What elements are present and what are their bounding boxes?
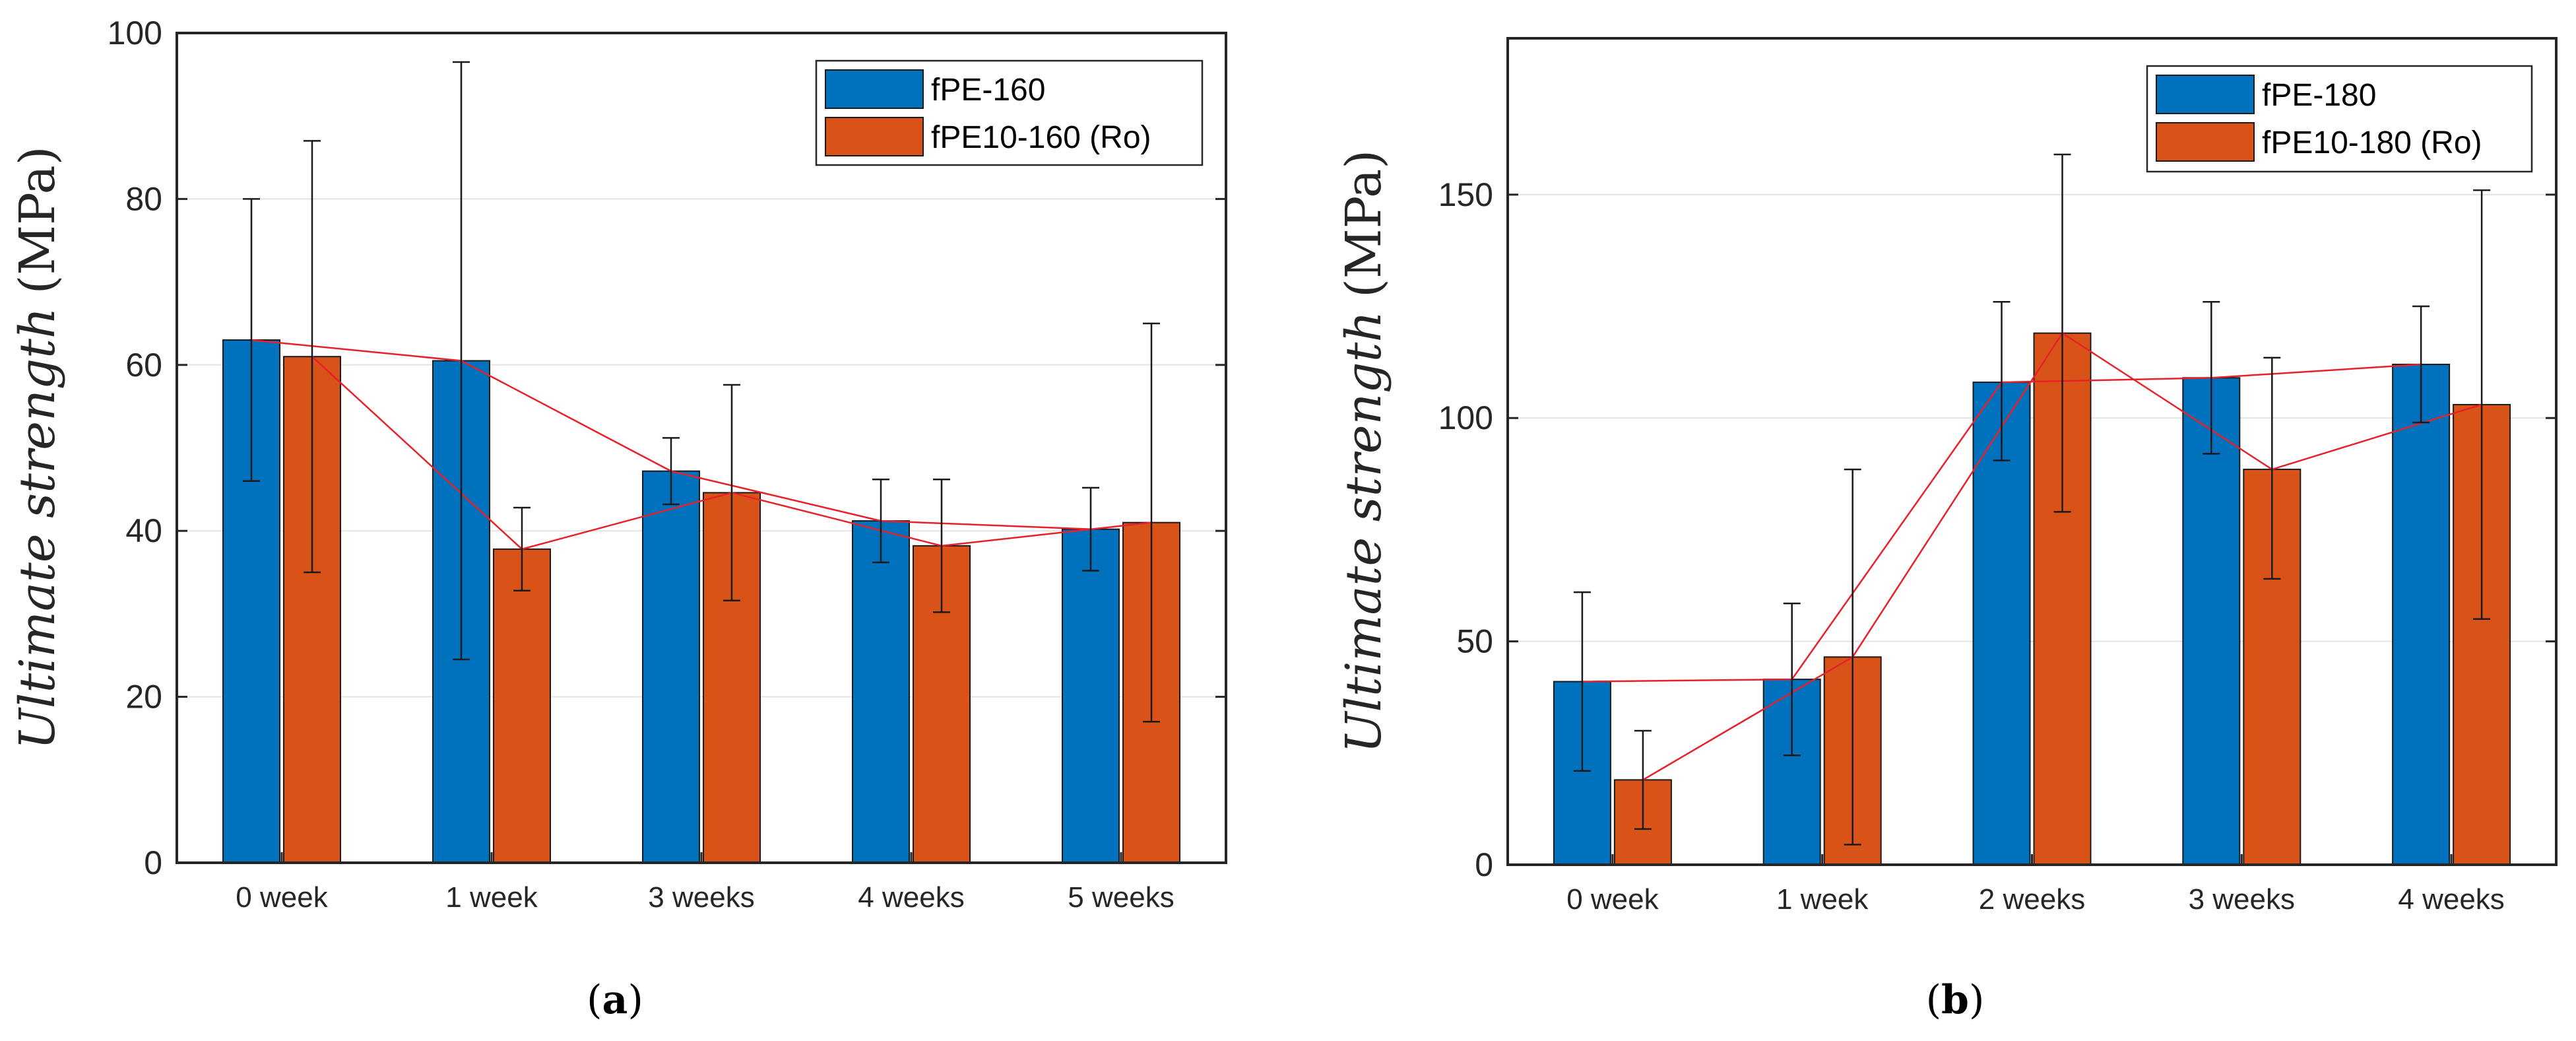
y-tick-label: 60 (125, 347, 162, 384)
x-tick-label: 4 weeks (858, 881, 964, 914)
legend-swatch (825, 117, 924, 156)
x-tick-label: 5 weeks (1068, 881, 1174, 914)
bar-series-1 (2392, 364, 2451, 865)
y-axis-label-name: Ultimate strength (1336, 311, 1392, 753)
x-tick-label: 0 week (236, 881, 328, 914)
y-tick-label: 100 (1438, 399, 1493, 436)
y-tick-label: 100 (108, 15, 162, 51)
x-tick-label: 1 week (1776, 883, 1869, 916)
y-tick-label: 20 (125, 679, 162, 716)
legend: fPE-180 fPE10-180 (Ro) (2146, 65, 2533, 173)
caption-letter: a (602, 977, 628, 1023)
legend-entry: fPE10-180 (Ro) (2262, 125, 2482, 160)
panel-caption: (b) (1926, 977, 1985, 1023)
y-axis-label-unit: (MPa) (9, 146, 66, 294)
panel-caption: (a) (587, 977, 643, 1023)
legend-entry: fPE-160 (931, 73, 1045, 108)
caption-close-paren: ) (1969, 977, 1984, 1023)
legend-entry: fPE10-160 (Ro) (931, 120, 1151, 155)
axes-box (1506, 37, 2558, 866)
legend: fPE-160 fPE10-160 (Ro) (815, 59, 1204, 166)
x-tick-label: 0 week (1566, 883, 1659, 916)
y-axis-label-name: Ultimate strength (9, 308, 66, 750)
x-tick-label: 1 week (445, 881, 538, 914)
x-tick-label: 3 weeks (2189, 883, 2295, 916)
y-axis-label: Ultimate strength (MPa) (9, 146, 66, 749)
bar-series-2 (493, 548, 551, 863)
bar-series-1 (1062, 528, 1120, 863)
y-tick-label: 150 (1438, 176, 1493, 213)
x-tick-label: 2 weeks (1979, 883, 2085, 916)
caption-open-paren: ( (1926, 977, 1941, 1023)
caption-close-paren: ) (628, 977, 643, 1023)
legend-swatch (2156, 75, 2255, 114)
legend-swatch (825, 69, 924, 109)
caption-open-paren: ( (587, 977, 602, 1023)
bar-series-1 (642, 470, 700, 863)
y-axis-label-unit: (MPa) (1336, 150, 1392, 298)
bar-series-1 (1972, 382, 2031, 865)
panel-b: 0 50 100 150 0 week 1 week 2 weeks 3 weeks 4 wee… (1336, 37, 2558, 1023)
y-tick-label: 80 (125, 180, 162, 217)
axes-box (176, 32, 1227, 864)
bar-series-1 (852, 520, 910, 863)
x-tick-label: 3 weeks (648, 881, 754, 914)
y-axis-label: Ultimate strength (MPa) (1336, 150, 1392, 753)
legend-swatch (2156, 122, 2255, 162)
caption-letter: b (1941, 977, 1969, 1023)
bar-series-1 (2182, 377, 2241, 865)
y-tick-label: 50 (1456, 623, 1493, 660)
y-tick-label: 0 (1475, 846, 1493, 883)
x-tick-label: 4 weeks (2398, 883, 2504, 916)
legend-entry: fPE-180 (2262, 78, 2376, 113)
panel-a: 0 20 40 60 80 100 0 week 1 week 3 weeks 4 weeks 5 … (9, 15, 1227, 1023)
y-tick-label: 0 (144, 844, 162, 881)
y-tick-label: 40 (125, 512, 162, 549)
